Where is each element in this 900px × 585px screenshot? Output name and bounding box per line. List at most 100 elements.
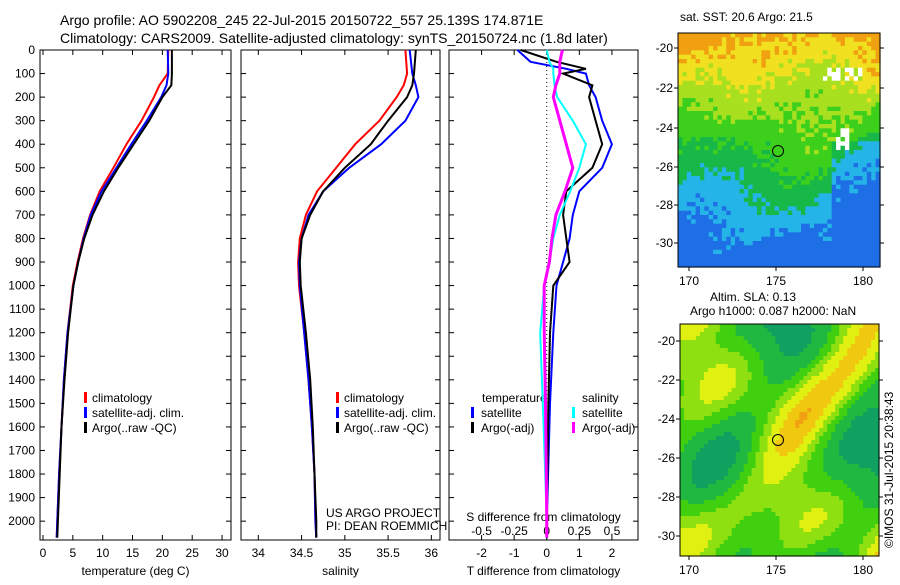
map-cell bbox=[744, 412, 749, 417]
map-cell bbox=[700, 128, 705, 133]
map-cell bbox=[709, 163, 714, 168]
map-cell bbox=[720, 404, 725, 409]
map-cell bbox=[722, 237, 727, 242]
map-cell bbox=[770, 89, 775, 94]
map-cell bbox=[716, 496, 721, 501]
lat-tick-label: -28 bbox=[656, 198, 674, 212]
map-cell bbox=[700, 416, 705, 421]
project-annotation: US ARGO PROJECT bbox=[326, 506, 441, 520]
map-cell bbox=[713, 85, 718, 90]
map-cell bbox=[692, 416, 697, 421]
map-cell bbox=[687, 146, 692, 151]
map-cell bbox=[713, 237, 718, 242]
map-cell bbox=[815, 460, 820, 465]
map-cell bbox=[732, 344, 737, 349]
map-cell bbox=[712, 324, 717, 329]
map-cell bbox=[704, 384, 709, 389]
map-cell bbox=[797, 107, 802, 112]
map-cell bbox=[684, 532, 689, 537]
map-cell bbox=[795, 356, 800, 361]
map-cell bbox=[819, 211, 824, 216]
map-cell bbox=[810, 215, 815, 220]
map-cell bbox=[811, 524, 816, 529]
map-cell bbox=[732, 392, 737, 397]
map-cell bbox=[756, 424, 761, 429]
map-cell bbox=[854, 154, 859, 159]
map-cell bbox=[735, 224, 740, 229]
map-cell bbox=[783, 137, 788, 142]
map-cell bbox=[687, 154, 692, 159]
map-cell bbox=[823, 428, 828, 433]
map-cell bbox=[776, 348, 781, 353]
map-cell bbox=[836, 63, 841, 68]
map-cell bbox=[811, 464, 816, 469]
map-cell bbox=[740, 424, 745, 429]
map-cell bbox=[841, 107, 846, 112]
map-cell bbox=[740, 68, 745, 73]
y-tick-label: 1900 bbox=[8, 491, 35, 505]
map-cell bbox=[740, 180, 745, 185]
legend-swatch-satellite bbox=[336, 407, 339, 418]
plot-frame bbox=[40, 50, 231, 540]
map-cell bbox=[779, 137, 784, 142]
map-cell bbox=[862, 42, 867, 47]
map-cell bbox=[744, 189, 749, 194]
map-cell bbox=[732, 340, 737, 345]
map-cell bbox=[712, 384, 717, 389]
map-cell bbox=[819, 241, 824, 246]
map-cell bbox=[871, 120, 876, 125]
map-cell bbox=[760, 380, 765, 385]
map-cell bbox=[823, 150, 828, 155]
map-cell bbox=[811, 548, 816, 553]
map-cell bbox=[810, 72, 815, 77]
map-cell bbox=[735, 107, 740, 112]
map-cell bbox=[744, 94, 749, 99]
map-cell bbox=[752, 512, 757, 517]
map-cell bbox=[832, 120, 837, 125]
map-cell bbox=[854, 102, 859, 107]
map-cell bbox=[867, 185, 872, 190]
map-cell bbox=[718, 224, 723, 229]
map-cell bbox=[823, 46, 828, 51]
map-cell bbox=[687, 241, 692, 246]
map-cell bbox=[764, 496, 769, 501]
map-cell bbox=[854, 159, 859, 164]
map-cell bbox=[678, 89, 683, 94]
map-cell bbox=[722, 224, 727, 229]
map-cell bbox=[696, 94, 701, 99]
map-cell bbox=[740, 176, 745, 181]
map-cell bbox=[803, 352, 808, 357]
map-cell bbox=[756, 492, 761, 497]
map-cell bbox=[735, 198, 740, 203]
map-cell bbox=[696, 176, 701, 181]
map-cell bbox=[805, 37, 810, 42]
map-cell bbox=[760, 384, 765, 389]
map-cell bbox=[752, 356, 757, 361]
map-cell bbox=[744, 68, 749, 73]
map-cell bbox=[732, 400, 737, 405]
map-cell bbox=[815, 356, 820, 361]
map-cell bbox=[680, 448, 685, 453]
map-cell bbox=[801, 111, 806, 116]
map-cell bbox=[736, 540, 741, 545]
map-cell bbox=[700, 488, 705, 493]
map-cell bbox=[801, 76, 806, 81]
map-cell bbox=[696, 524, 701, 529]
map-cell bbox=[791, 392, 796, 397]
map-cell bbox=[776, 376, 781, 381]
map-cell bbox=[775, 189, 780, 194]
map-cell bbox=[748, 189, 753, 194]
map-cell bbox=[756, 344, 761, 349]
map-cell bbox=[795, 344, 800, 349]
map-cell bbox=[845, 128, 850, 133]
map-cell bbox=[744, 536, 749, 541]
map-cell bbox=[805, 211, 810, 216]
map-cell bbox=[704, 388, 709, 393]
map-cell bbox=[761, 85, 766, 90]
map-cell bbox=[795, 460, 800, 465]
map-cell bbox=[867, 150, 872, 155]
map-cell bbox=[791, 420, 796, 425]
map-cell bbox=[819, 544, 824, 549]
map-cell bbox=[823, 128, 828, 133]
map-cell bbox=[849, 89, 854, 94]
